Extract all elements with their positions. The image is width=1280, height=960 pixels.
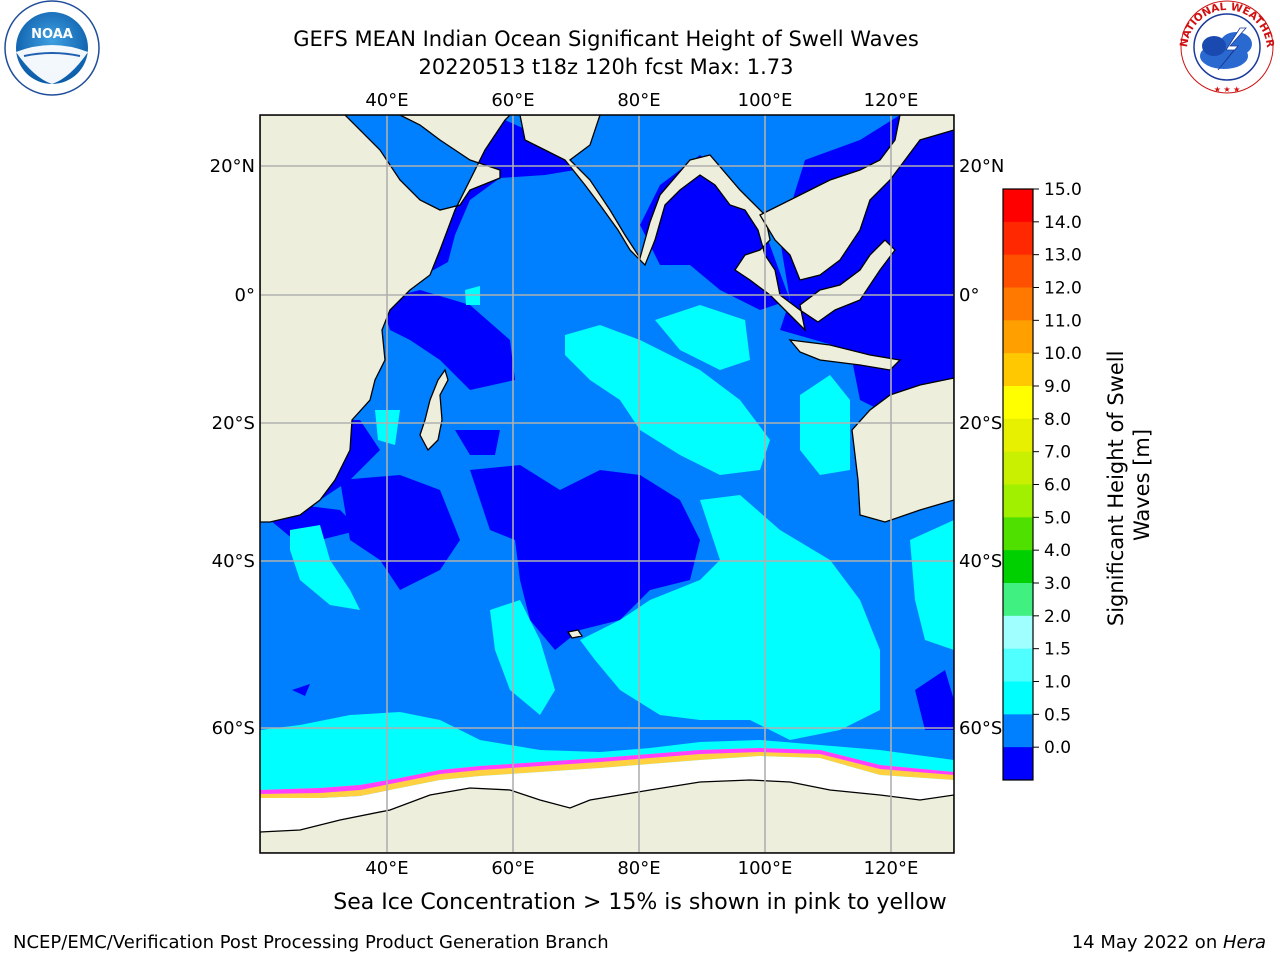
colorbar-title: Significant Height of Swell Waves [m] (1104, 344, 1154, 626)
lat-label-left-40s: 40°S (212, 551, 255, 572)
lat-label-left-0: 0° (235, 285, 255, 306)
date-text: 14 May 2022 on (1072, 932, 1223, 953)
noaa-logo-text: NOAA (31, 27, 73, 42)
colorbar-segment (1003, 714, 1033, 747)
lat-label-right-0: 0° (959, 285, 979, 306)
lon-label-bottom-100e: 100°E (738, 858, 793, 879)
colorbar-segment (1003, 517, 1033, 550)
lat-label-right-20s: 20°S (959, 413, 1002, 434)
lon-label-top-100e: 100°E (738, 90, 793, 111)
colorbar-segment (1003, 452, 1033, 485)
lat-label-left-20n: 20°N (210, 156, 255, 177)
colorbar-tick-label: 7.0 (1044, 443, 1071, 463)
lon-label-top-80e: 80°E (617, 90, 660, 111)
colorbar-tick-label: 4.0 (1044, 541, 1071, 561)
colorbar-tick-label: 2.0 (1044, 607, 1071, 627)
colorbar-title-line2: Waves [m] (1130, 429, 1154, 541)
lat-label-right-40s: 40°S (959, 551, 1002, 572)
lon-label-top-120e: 120°E (864, 90, 919, 111)
colorbar-tick-labels: 15.0 14.0 13.0 12.0 11.0 10.0 9.0 8.0 7.0 6.0 5.0 4… (1033, 180, 1082, 758)
lon-label-bottom-120e: 120°E (864, 858, 919, 879)
colorbar-tick-label: 14.0 (1044, 213, 1082, 233)
colorbar-segment (1003, 616, 1033, 649)
lon-label-bottom-40e: 40°E (365, 858, 408, 879)
colorbar-title-line1: Significant Height of Swell (1104, 351, 1128, 627)
colorbar-segment (1003, 649, 1033, 682)
colorbar-segment (1003, 386, 1033, 419)
colorbar-segment (1003, 353, 1033, 386)
colorbar-tick-label: 1.5 (1044, 640, 1071, 660)
nws-ring-text: NATIONAL WEATHER SERVICE (0, 0, 1276, 52)
colorbar-tick-label: 10.0 (1044, 344, 1082, 364)
nws-logo: NATIONAL WEATHER SERVICE ★ ★ ★ (0, 0, 1276, 94)
colorbar-tick-label: 5.0 (1044, 508, 1071, 528)
lon-label-top-60e: 60°E (491, 90, 534, 111)
noaa-logo: NOAA (5, 1, 99, 95)
lon-label-top-40e: 40°E (365, 90, 408, 111)
colorbar (1003, 189, 1033, 781)
colorbar-segment (1003, 485, 1033, 518)
colorbar-tick-label: 6.0 (1044, 476, 1071, 496)
colorbar-tick-label: 3.0 (1044, 574, 1071, 594)
lat-label-right-60s: 60°S (959, 718, 1002, 739)
colorbar-segment (1003, 189, 1033, 222)
colorbar-segment (1003, 419, 1033, 452)
lat-label-left-20s: 20°S (212, 413, 255, 434)
colorbar-segment (1003, 288, 1033, 321)
svg-text:★ ★ ★: ★ ★ ★ (1214, 85, 1241, 94)
colorbar-segment (1003, 682, 1033, 715)
lat-label-left-60s: 60°S (212, 718, 255, 739)
colorbar-tick-label: 8.0 (1044, 410, 1071, 430)
colorbar-tick-label: 0.5 (1044, 705, 1071, 725)
colorbar-segment (1003, 222, 1033, 255)
date-stamp: 14 May 2022 on Hera (1072, 932, 1266, 953)
colorbar-segment (1003, 583, 1033, 616)
colorbar-segment (1003, 550, 1033, 583)
colorbar-tick-label: 9.0 (1044, 377, 1071, 397)
machine-name: Hera (1223, 932, 1266, 953)
credit-text: NCEP/EMC/Verification Post Processing Pr… (13, 932, 609, 953)
lon-label-bottom-60e: 60°E (491, 858, 534, 879)
colorbar-tick-label: 12.0 (1044, 279, 1082, 299)
colorbar-tick-label: 1.0 (1044, 673, 1071, 693)
lon-label-bottom-80e: 80°E (617, 858, 660, 879)
sea-ice-caption: Sea Ice Concentration > 15% is shown in … (0, 890, 1280, 915)
colorbar-tick-label: 13.0 (1044, 246, 1082, 266)
colorbar-segment (1003, 255, 1033, 288)
colorbar-tick-label: 11.0 (1044, 311, 1082, 331)
colorbar-tick-label: 0.0 (1044, 738, 1071, 758)
map-plot-area (260, 115, 954, 853)
colorbar-segment (1003, 320, 1033, 353)
lat-label-right-20n: 20°N (959, 156, 1004, 177)
colorbar-segment (1003, 747, 1033, 780)
colorbar-tick-label: 15.0 (1044, 180, 1082, 200)
